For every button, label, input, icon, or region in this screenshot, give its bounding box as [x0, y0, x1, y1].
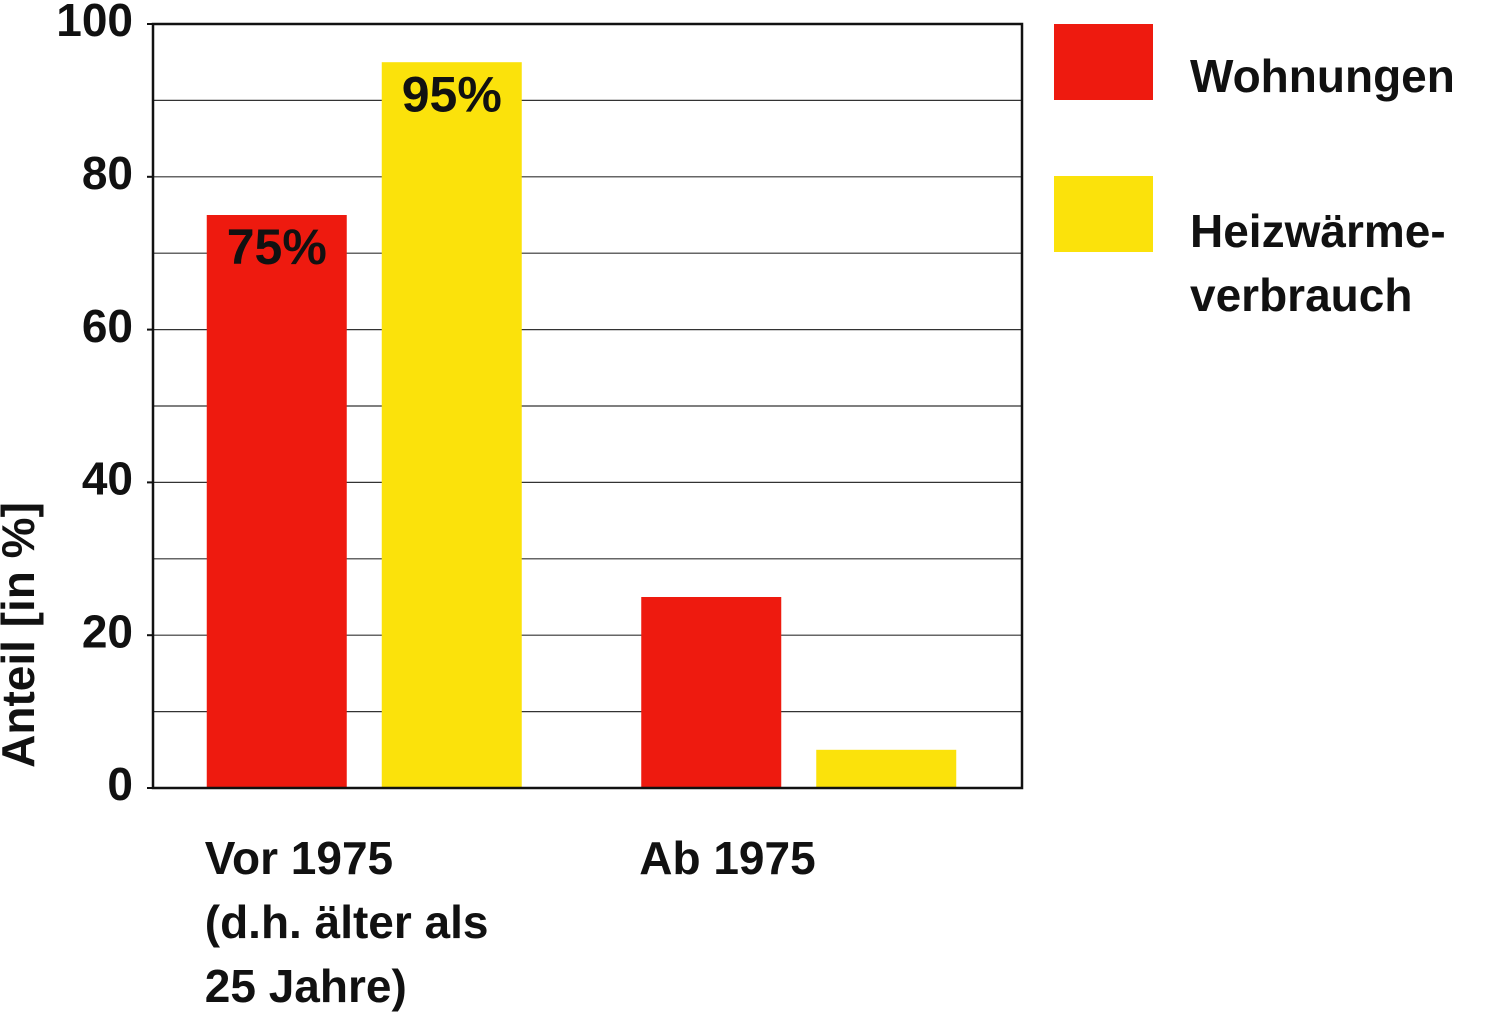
legend-swatch [1054, 24, 1153, 100]
y-axis-label: Anteil [in %] [0, 502, 44, 768]
bar [381, 62, 522, 788]
legend-swatch [1054, 176, 1153, 252]
bar [206, 215, 347, 788]
y-tick-label: 20 [82, 605, 133, 657]
y-tick-label: 100 [56, 0, 133, 46]
y-tick-label: 0 [107, 758, 133, 810]
plot-frame [151, 22, 1024, 790]
x-tick-label: Ab 1975 [639, 832, 816, 884]
x-tick-label: Vor 1975 (d.h. älter als 25 Jahre) [204, 832, 489, 1012]
bar [641, 597, 782, 788]
legend-label: Heizwärme- verbrauch [1190, 205, 1446, 321]
y-tick-label: 80 [82, 147, 133, 199]
data-label: 75% [227, 219, 327, 275]
y-tick-label: 40 [82, 453, 133, 505]
y-tick-label: 60 [82, 300, 133, 352]
legend-label: Wohnungen [1190, 50, 1455, 102]
bar [816, 749, 957, 788]
data-label: 95% [402, 66, 502, 122]
